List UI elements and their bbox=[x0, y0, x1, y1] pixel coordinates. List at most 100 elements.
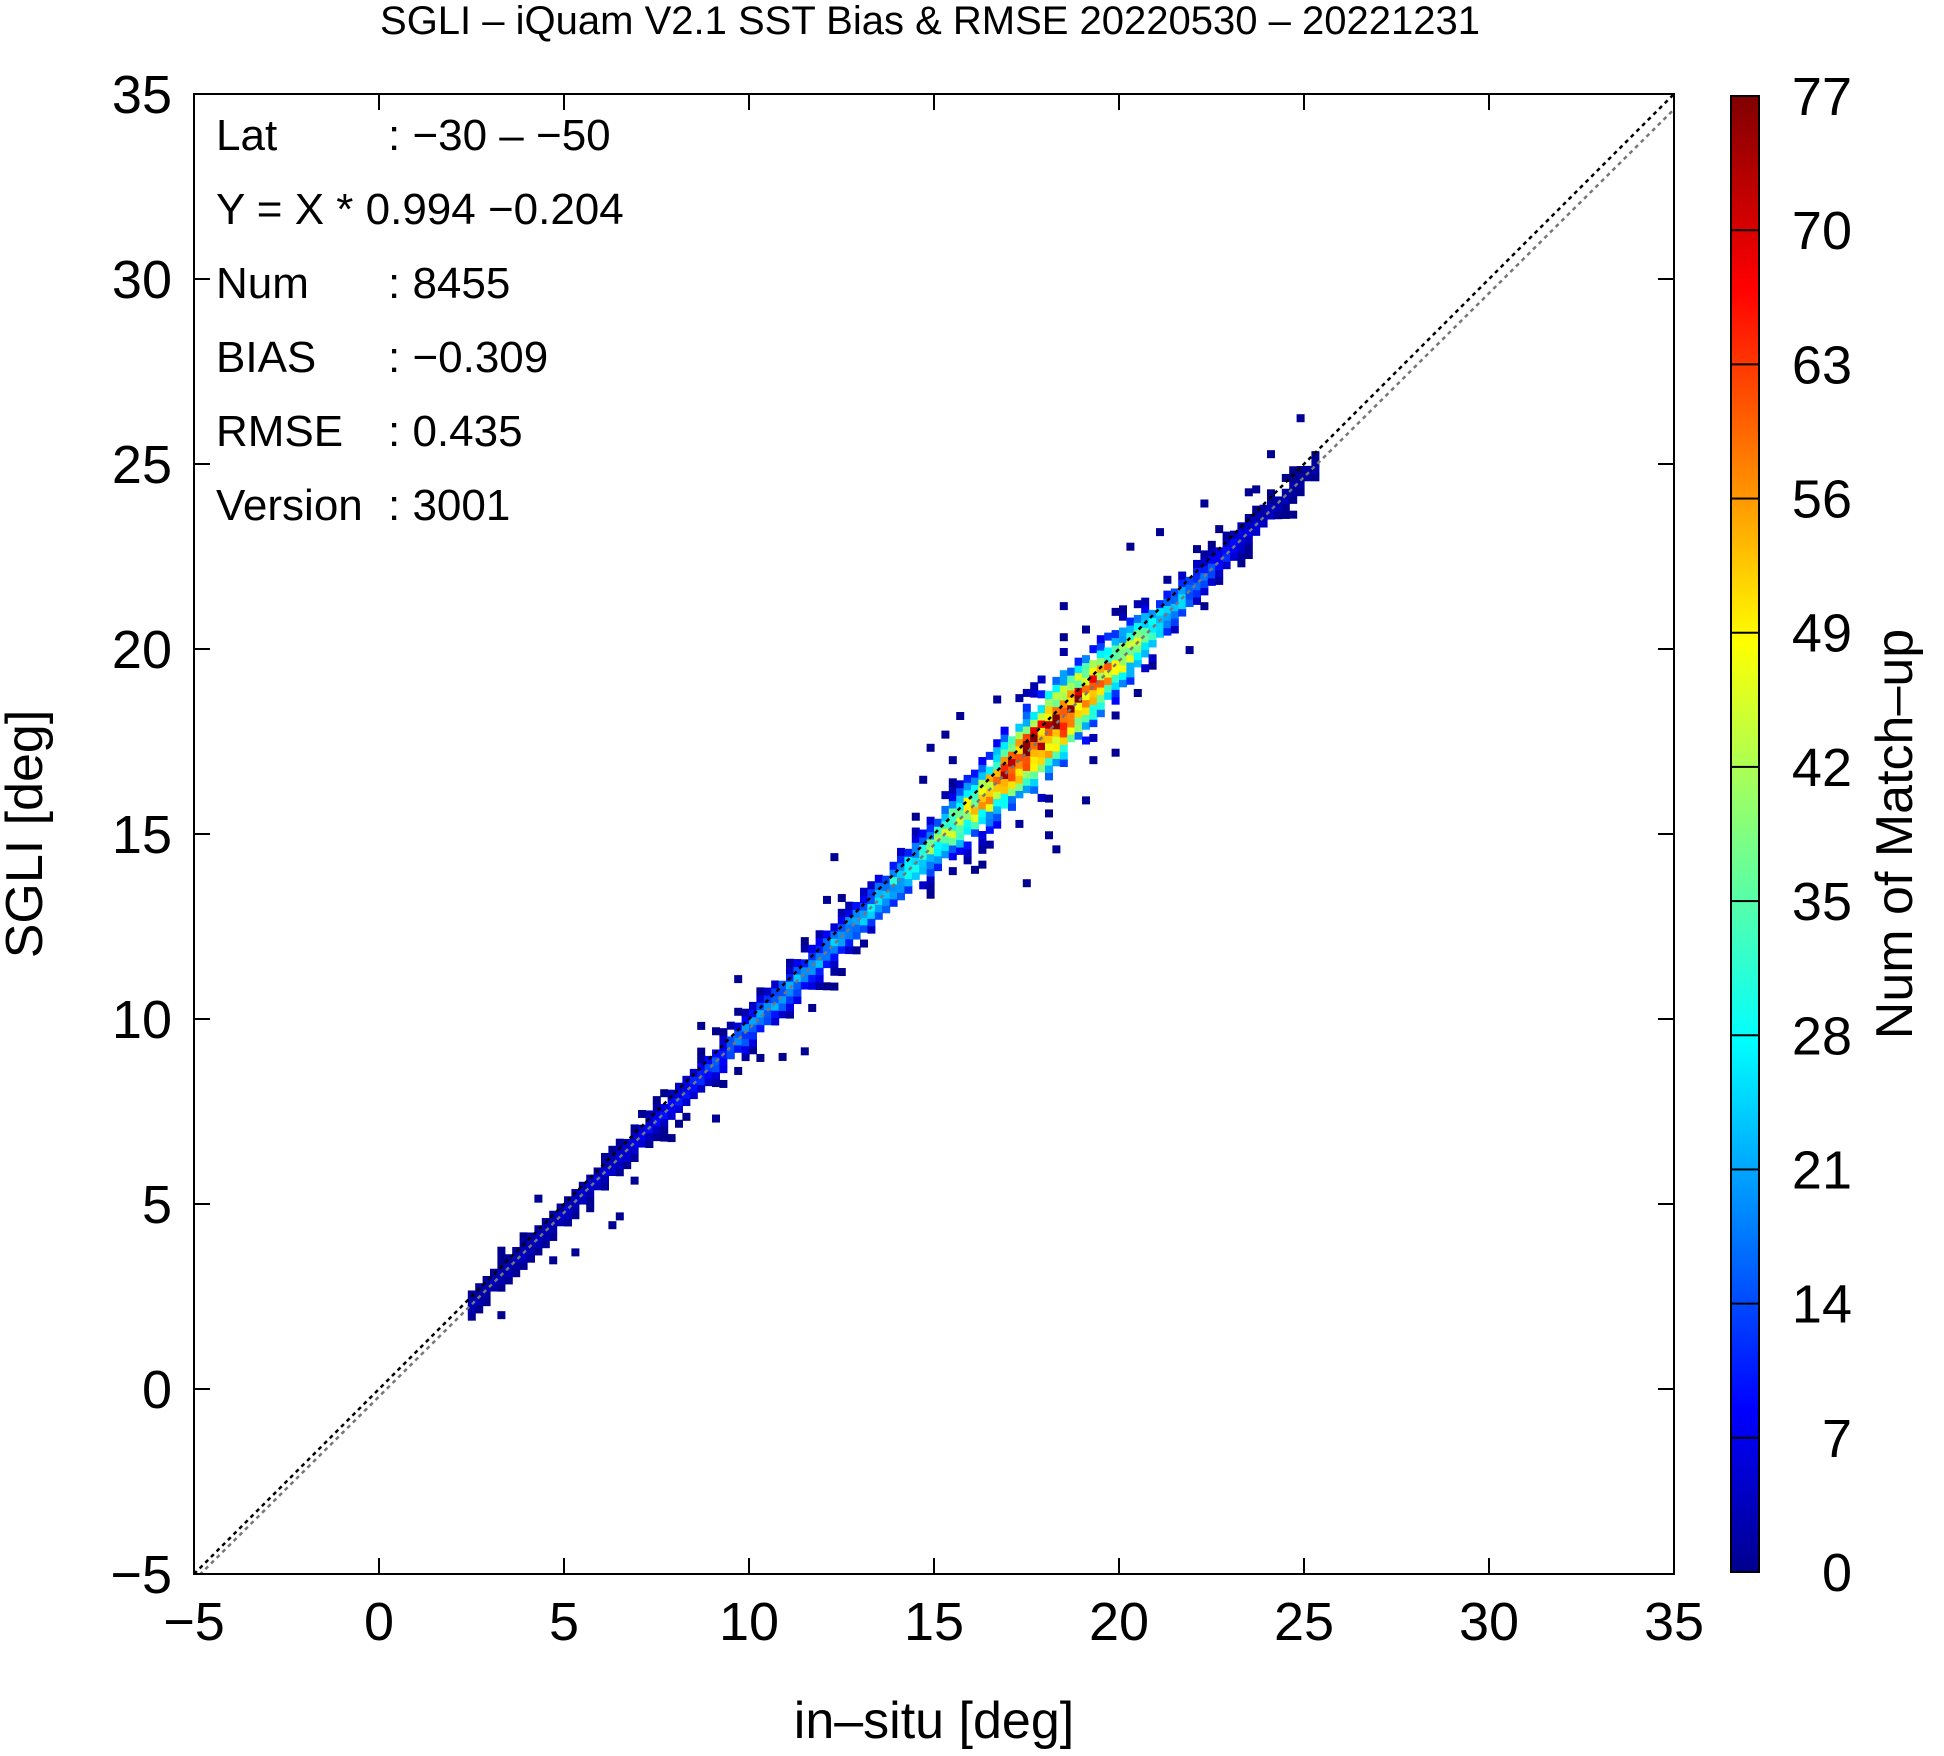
heatmap-cell bbox=[1059, 744, 1068, 753]
heatmap-cell bbox=[1089, 696, 1098, 705]
heatmap-cell bbox=[889, 876, 898, 885]
heatmap-cell bbox=[1259, 504, 1268, 513]
heatmap-cell bbox=[1126, 624, 1135, 633]
heatmap-cell bbox=[1119, 634, 1127, 643]
heatmap-cell bbox=[638, 1124, 646, 1133]
heatmap-cell bbox=[467, 1312, 476, 1321]
heatmap-cell bbox=[719, 1028, 728, 1037]
heatmap-cell bbox=[497, 1246, 506, 1255]
heatmap-cell bbox=[963, 841, 972, 850]
heatmap-cell bbox=[1045, 742, 1053, 751]
colorbar-label: Num of Match–up bbox=[1866, 629, 1924, 1039]
heatmap-cell bbox=[1111, 711, 1120, 720]
heatmap-cell bbox=[1096, 679, 1105, 688]
heatmap-cell bbox=[852, 924, 861, 933]
heatmap-cell bbox=[490, 1276, 498, 1285]
heatmap-cell bbox=[993, 768, 1002, 777]
heatmap-cell bbox=[1148, 617, 1157, 626]
heatmap-cell bbox=[1111, 644, 1120, 653]
heatmap-cell bbox=[830, 952, 839, 961]
heatmap-cell bbox=[889, 883, 898, 892]
heatmap-cell bbox=[1008, 751, 1016, 760]
stat-value: : 3001 bbox=[388, 481, 510, 530]
heatmap-cell bbox=[978, 845, 987, 854]
heatmap-cell bbox=[660, 1118, 669, 1127]
heatmap-cell bbox=[1022, 879, 1031, 888]
heatmap-cell bbox=[911, 842, 920, 851]
heatmap-cell bbox=[527, 1232, 535, 1241]
heatmap-cell bbox=[808, 974, 817, 983]
heatmap-cell bbox=[1230, 538, 1238, 547]
heatmap-cell bbox=[1119, 664, 1127, 673]
heatmap-cell bbox=[897, 847, 905, 856]
heatmap-cell bbox=[993, 761, 1002, 770]
heatmap-cell bbox=[845, 946, 854, 955]
heatmap-cell bbox=[749, 1016, 757, 1025]
heatmap-cell bbox=[1067, 734, 1076, 743]
heatmap-cell bbox=[926, 816, 935, 825]
heatmap-cell bbox=[630, 1124, 639, 1133]
colorbar-ticks: 0 7 14 21 28 35 42 49 56 63 70 77 bbox=[1731, 67, 1852, 1603]
heatmap-cell bbox=[1059, 729, 1068, 738]
heatmap-cell bbox=[934, 833, 942, 842]
heatmap-cell bbox=[549, 1210, 558, 1219]
heatmap-cell bbox=[1104, 647, 1113, 656]
heatmap-cell bbox=[1141, 649, 1150, 658]
heatmap-cell bbox=[1133, 600, 1142, 609]
heatmap-cell bbox=[1126, 654, 1135, 663]
heatmap-cell bbox=[800, 959, 809, 968]
heatmap-cell bbox=[1244, 536, 1253, 545]
heatmap-cell bbox=[985, 803, 994, 812]
heatmap-cell bbox=[1156, 629, 1164, 638]
heatmap-cell bbox=[638, 1109, 646, 1118]
heatmap-cell bbox=[978, 838, 987, 847]
heatmap-cell bbox=[1022, 740, 1031, 749]
heatmap-cell bbox=[889, 898, 898, 907]
heatmap-cell bbox=[1059, 648, 1068, 657]
heatmap-cell bbox=[919, 859, 928, 868]
heatmap-cell bbox=[749, 1038, 757, 1047]
heatmap-cell bbox=[1008, 758, 1016, 767]
heatmap-cell bbox=[593, 1182, 602, 1191]
heatmap-cell bbox=[1045, 728, 1053, 737]
heatmap-cell bbox=[837, 968, 846, 977]
heatmap-cell bbox=[948, 815, 957, 824]
heatmap-cell bbox=[1096, 635, 1105, 644]
heatmap-cell bbox=[1000, 748, 1009, 757]
heatmap-cell bbox=[985, 840, 994, 849]
heatmap-cell bbox=[978, 860, 987, 869]
heatmap-cell bbox=[504, 1261, 513, 1270]
heatmap-cell bbox=[1037, 742, 1046, 751]
heatmap-cell bbox=[1126, 632, 1135, 641]
heatmap-cell bbox=[1200, 499, 1209, 508]
heatmap-cell bbox=[800, 1047, 809, 1056]
heatmap-cell bbox=[934, 855, 942, 864]
heatmap-cell bbox=[1000, 800, 1009, 809]
heatmap-cell bbox=[549, 1225, 558, 1234]
heatmap-cell bbox=[1281, 503, 1290, 512]
heatmap-cell bbox=[608, 1221, 617, 1230]
heatmap-cell bbox=[1274, 503, 1283, 512]
heatmap-cell bbox=[1045, 705, 1053, 714]
heatmap-cell bbox=[1052, 713, 1061, 722]
heatmap-cell bbox=[874, 896, 883, 905]
heatmap-cell bbox=[1052, 699, 1061, 708]
heatmap-cell bbox=[904, 848, 913, 857]
heatmap-cell bbox=[1267, 450, 1275, 459]
heatmap-cell bbox=[793, 959, 802, 968]
heatmap-cell bbox=[823, 952, 831, 961]
heatmap-cell bbox=[1185, 584, 1194, 593]
heatmap-cell bbox=[867, 910, 876, 919]
heatmap-cell bbox=[1104, 662, 1113, 671]
heatmap-cell bbox=[948, 793, 957, 802]
heatmap-cell bbox=[1074, 709, 1083, 718]
heatmap-cell bbox=[1200, 550, 1209, 559]
heatmap-cell bbox=[675, 1097, 683, 1106]
heatmap-cell bbox=[1281, 473, 1290, 482]
heatmap-cell bbox=[1289, 466, 1298, 475]
heatmap-cell bbox=[1163, 575, 1172, 584]
heatmap-cell bbox=[867, 881, 876, 890]
heatmap-cell bbox=[882, 883, 891, 892]
heatmap-cell bbox=[586, 1182, 595, 1191]
heatmap-cell bbox=[1178, 578, 1187, 587]
